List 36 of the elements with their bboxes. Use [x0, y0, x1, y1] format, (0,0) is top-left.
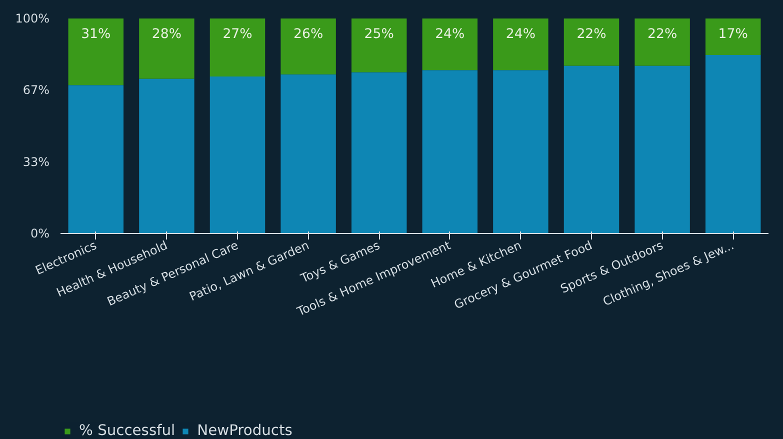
bar: [280, 18, 336, 74]
y-tick-label: 100%: [15, 12, 50, 26]
bar: [351, 72, 407, 234]
bar: [564, 18, 620, 66]
data-label: 22%: [647, 27, 678, 42]
bar: [139, 78, 194, 234]
bar: [68, 85, 124, 234]
bar: [139, 18, 194, 79]
legend-label: % Successful: [79, 422, 176, 439]
bar: [564, 66, 620, 234]
bar: [705, 18, 761, 56]
data-label: 25%: [364, 27, 394, 42]
bar: [493, 70, 548, 234]
bar: [705, 55, 761, 234]
bar: [68, 18, 124, 86]
data-label: 17%: [718, 27, 748, 42]
y-tick-label: 33%: [22, 154, 50, 169]
bar: [210, 18, 266, 77]
data-label: 27%: [222, 27, 252, 42]
data-label: 28%: [152, 27, 182, 42]
y-tick-label: 67%: [22, 83, 50, 98]
bar: [351, 18, 407, 72]
bar: [422, 18, 478, 70]
legend-label: NewProducts: [197, 422, 292, 439]
bar: [634, 66, 690, 234]
data-label: 24%: [435, 27, 465, 42]
data-label: 26%: [293, 27, 324, 42]
bar: [280, 74, 336, 234]
data-label: 31%: [81, 27, 111, 42]
bar: [493, 18, 548, 70]
data-label: 22%: [576, 27, 606, 42]
bar: [422, 70, 478, 234]
y-tick-label: 0%: [30, 226, 50, 240]
data-label: 24%: [506, 27, 536, 42]
bar: [634, 18, 690, 66]
bar: [210, 76, 266, 234]
